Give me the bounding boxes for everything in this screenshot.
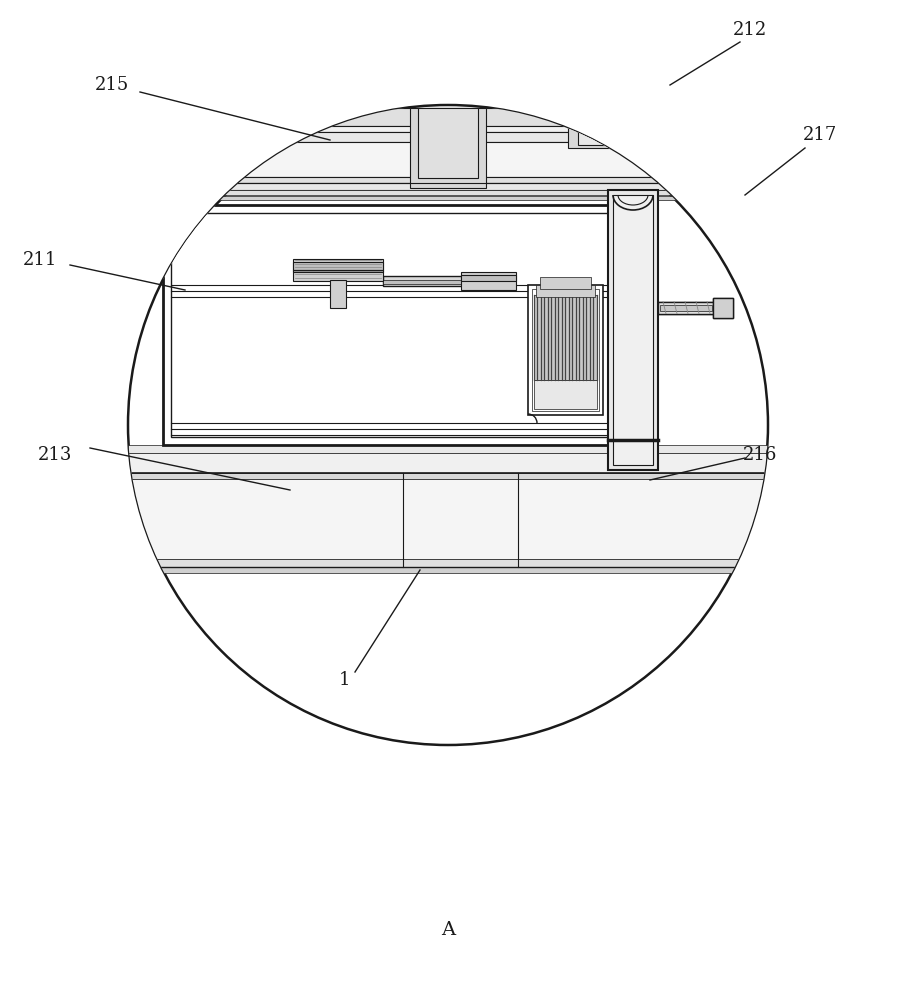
Bar	[461, 275, 516, 281]
Text: 212: 212	[733, 21, 767, 39]
Bar	[383, 276, 513, 286]
Bar	[128, 567, 768, 573]
Bar	[540, 277, 591, 289]
Bar	[128, 445, 768, 453]
Bar	[128, 473, 768, 479]
Bar	[713, 298, 733, 318]
Bar	[536, 285, 595, 297]
Bar	[330, 280, 346, 308]
Bar	[532, 289, 599, 411]
Bar	[534, 295, 597, 379]
Bar	[534, 379, 597, 408]
Bar	[128, 132, 768, 142]
Bar	[128, 190, 768, 195]
Bar	[528, 285, 603, 415]
Bar	[163, 205, 653, 445]
Bar	[128, 196, 768, 200]
Bar	[128, 142, 768, 177]
Text: 216: 216	[743, 446, 777, 464]
Circle shape	[128, 105, 768, 745]
Bar	[293, 270, 383, 272]
Bar	[171, 213, 645, 437]
Bar	[578, 115, 658, 145]
Bar	[293, 262, 383, 270]
Bar	[128, 108, 768, 126]
Bar	[383, 280, 513, 284]
Bar	[128, 453, 768, 473]
Text: 213: 213	[38, 446, 72, 464]
Text: 217: 217	[803, 126, 837, 144]
Bar	[128, 183, 768, 191]
Bar	[418, 108, 478, 178]
Bar	[128, 559, 768, 567]
Bar	[660, 305, 712, 311]
Bar	[128, 126, 768, 132]
Bar	[461, 272, 516, 290]
Text: A: A	[441, 921, 455, 939]
Polygon shape	[658, 108, 738, 148]
Text: 1: 1	[339, 671, 351, 689]
Bar	[608, 190, 658, 470]
Bar	[128, 479, 768, 559]
Text: 215: 215	[95, 76, 129, 94]
Bar	[568, 108, 658, 148]
Bar	[658, 302, 718, 314]
Bar	[293, 259, 383, 281]
Bar	[410, 108, 486, 188]
Bar	[128, 177, 768, 183]
Text: 211: 211	[22, 251, 57, 269]
Bar	[613, 195, 653, 465]
